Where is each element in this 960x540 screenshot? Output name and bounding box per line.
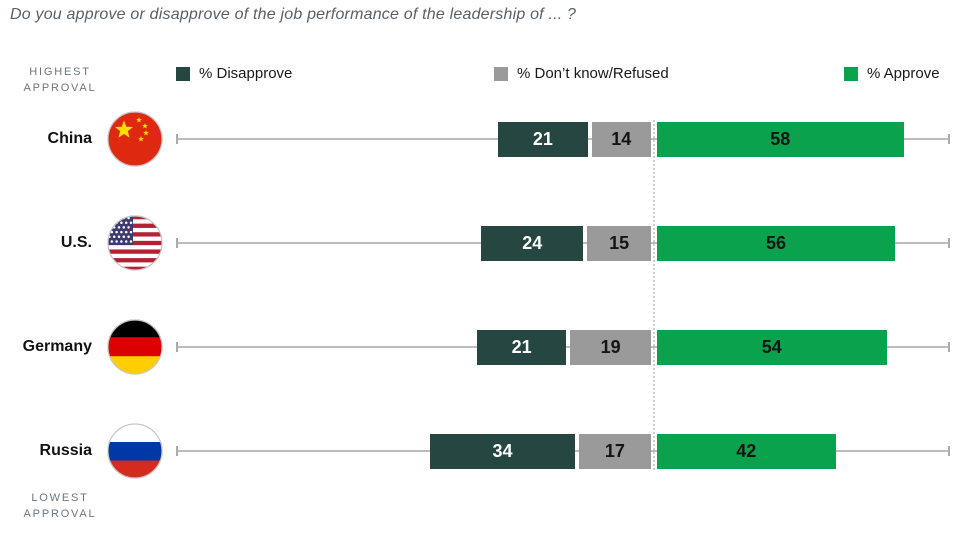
axis-start-tick [176, 238, 178, 248]
highest-approval-note: HIGHEST APPROVAL [14, 64, 106, 96]
axis-end-tick [948, 238, 950, 248]
legend-label: % Disapprove [199, 65, 293, 82]
country-label: Germany [22, 338, 92, 355]
legend-label: % Approve [867, 65, 940, 82]
legend-item-disapprove: % Disapprove [176, 65, 292, 82]
disapprove-bar: 34 [430, 433, 575, 469]
axis-start-tick [176, 446, 178, 456]
legend-item-approve: % Approve [844, 65, 940, 82]
axis-start-tick [176, 134, 178, 144]
approve-bar: 58 [657, 121, 904, 157]
axis-end-tick [948, 342, 950, 352]
axis-end-tick [948, 134, 950, 144]
divider-dotted-line [653, 120, 655, 470]
dont-know-bar: 15 [587, 225, 651, 261]
approve-bar: 56 [657, 225, 895, 261]
legend-item-dont-know: % Don’t know/Refused [494, 65, 669, 82]
dont-know-bar: 17 [578, 433, 651, 469]
axis-start-tick [176, 342, 178, 352]
dont-know-bar: 19 [570, 329, 651, 365]
germany-flag-icon [107, 319, 163, 375]
disapprove-bar: 21 [477, 329, 567, 365]
disapprove-bar: 21 [498, 121, 588, 157]
note-line: APPROVAL [23, 82, 97, 94]
disapprove-swatch-icon [176, 66, 190, 81]
chart-title: Do you approve or disapprove of the job … [10, 6, 577, 23]
note-line: LOWEST [31, 492, 89, 504]
china-flag-icon [107, 111, 163, 167]
note-line: HIGHEST [29, 66, 91, 78]
axis-end-tick [948, 446, 950, 456]
dont-know-swatch-icon [494, 66, 508, 81]
approve-bar: 42 [657, 433, 836, 469]
us-flag-icon [107, 215, 163, 271]
country-label: China [47, 130, 92, 147]
lowest-approval-note: LOWEST APPROVAL [14, 490, 106, 522]
disapprove-bar: 24 [481, 225, 584, 261]
legend-label: % Don’t know/Refused [517, 65, 669, 82]
approve-bar: 54 [657, 329, 887, 365]
note-line: APPROVAL [23, 508, 97, 520]
russia-flag-icon [107, 423, 163, 479]
approve-swatch-icon [844, 66, 858, 81]
country-label: Russia [39, 442, 92, 459]
dont-know-bar: 14 [591, 121, 651, 157]
country-label: U.S. [60, 234, 92, 251]
